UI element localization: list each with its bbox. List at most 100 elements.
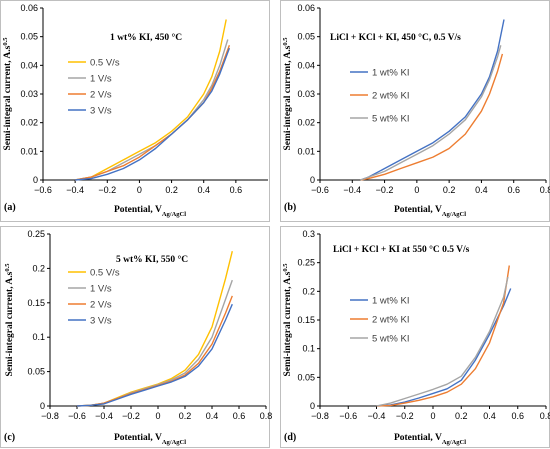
y-tick-label: 0 xyxy=(310,401,315,411)
panel-letter: (b) xyxy=(284,202,296,213)
y-tick-label: 0.05 xyxy=(27,367,45,377)
y-tick-label: 0.25 xyxy=(27,229,45,239)
y-tick-label: 0.06 xyxy=(20,3,38,13)
x-tick-label: 0.2 xyxy=(165,185,178,195)
y-tick-label: 0.03 xyxy=(20,89,38,99)
series-line-1 xyxy=(74,19,227,181)
x-tick-label: 0.2 xyxy=(455,411,468,421)
series-line-1 xyxy=(376,288,512,407)
panel-frame xyxy=(0,0,270,222)
panel-frame xyxy=(280,0,550,222)
x-tick-label: 0.2 xyxy=(443,185,456,195)
panel-letter: (d) xyxy=(284,432,296,443)
x-tick-label: −0.4 xyxy=(95,411,113,421)
y-tick-label: 0.15 xyxy=(297,315,315,325)
y-tick-label: 0.01 xyxy=(20,146,38,156)
y-tick-label: 0.05 xyxy=(20,32,38,42)
x-tick-label: 0.6 xyxy=(233,411,246,421)
y-tick-label: 0.1 xyxy=(32,332,45,342)
x-axis-title: Potential, VAg/AgCl xyxy=(394,205,466,218)
y-tick-label: 0.05 xyxy=(297,32,315,42)
x-tick-label: −0.6 xyxy=(34,185,52,195)
y-tick-label: 0.2 xyxy=(302,286,315,296)
series-line-4 xyxy=(75,47,231,181)
legend-label: 2 wt% KI xyxy=(372,315,410,326)
legend: 0.5 V/s 1 V/s 2 V/s 3 V/s xyxy=(68,268,120,327)
chart-panel-a: 0 0.01 0.02 0.03 0.04 0.05 0.06 −0.6 −0.4 −0.2 0 0.… xyxy=(0,0,270,222)
series-line-2 xyxy=(376,265,510,407)
legend-label: 3 V/s xyxy=(90,316,112,327)
x-tick-label: 0.2 xyxy=(179,411,192,421)
x-tick-label: 0 xyxy=(155,411,160,421)
y-tick-label: 0.2 xyxy=(32,263,45,273)
legend-label: 1 V/s xyxy=(90,284,112,295)
y-tick-label: 0.04 xyxy=(297,60,315,70)
series-line-3 xyxy=(74,45,231,181)
x-axis-title: Potential, VAg/AgCl xyxy=(394,433,466,446)
legend: 0.5 V/s 1 V/s 2 V/s 3 V/s xyxy=(68,58,120,117)
y-axis-title: Semi-integral current, A.s0.5 xyxy=(4,263,16,377)
legend-label: 2 V/s xyxy=(90,90,112,101)
x-tick-label: 0 xyxy=(430,411,435,421)
y-axis-title: Semi-integral current, A.s0.5 xyxy=(282,263,294,377)
legend-label: 1 wt% KI xyxy=(372,68,410,79)
series-line-4 xyxy=(76,303,233,407)
legend-label: 1 V/s xyxy=(90,74,112,85)
x-tick-label: 0.4 xyxy=(483,411,496,421)
legend-label: 1 wt% KI xyxy=(372,296,410,307)
x-tick-label: −0.6 xyxy=(311,185,329,195)
y-tick-label: 0.04 xyxy=(20,60,38,70)
legend: 1 wt% KI 2 wt% KI 5 wt% KI xyxy=(350,296,410,345)
x-tick-label: −0.2 xyxy=(396,411,414,421)
chart-panel-d: 0 0.05 0.1 0.15 0.2 0.25 0.3 −0.8 −0.6 −0.4 −0.2 0 0… xyxy=(280,226,550,448)
legend-label: 5 wt% KI xyxy=(372,334,410,345)
series-line-3 xyxy=(360,45,502,181)
panel-frame xyxy=(0,226,270,448)
panel-title: 5 wt% KI, 550 °C xyxy=(116,254,188,265)
y-tick-label: 0.25 xyxy=(297,258,315,268)
y-tick-label: 0.15 xyxy=(27,298,45,308)
legend-label: 0.5 V/s xyxy=(90,58,120,69)
x-tick-label: −0.2 xyxy=(98,185,116,195)
y-tick-label: 0.02 xyxy=(20,118,38,128)
x-axis-title: Potential, VAg/AgCl xyxy=(114,433,186,446)
series-line-3 xyxy=(376,276,509,407)
legend-label: 0.5 V/s xyxy=(90,268,120,279)
y-tick-label: 0 xyxy=(40,401,45,411)
x-tick-label: −0.8 xyxy=(311,411,329,421)
legend: 1 wt% KI 2 wt% KI 5 wt% KI xyxy=(350,68,410,125)
y-tick-label: 0.01 xyxy=(297,146,315,156)
series-line-2 xyxy=(360,53,504,181)
x-tick-label: 0.8 xyxy=(540,411,550,421)
x-tick-label: 0.4 xyxy=(475,185,488,195)
y-tick-label: 0.05 xyxy=(297,372,315,382)
chart-panel-c: 0 0.05 0.1 0.15 0.2 0.25 −0.8 −0.6 −0.4 −0.2 0 0.2 0… xyxy=(0,226,273,448)
panel-title: 1 wt% KI, 450 °C xyxy=(110,32,182,43)
y-axis-title: Semi-integral current, A.s0.5 xyxy=(2,37,14,151)
x-tick-label: 0.8 xyxy=(540,185,550,195)
x-tick-label: 0.6 xyxy=(507,185,520,195)
y-tick-label: 0.1 xyxy=(302,344,315,354)
x-tick-label: 0.4 xyxy=(197,185,210,195)
y-tick-label: 0.02 xyxy=(297,118,315,128)
y-tick-label: 0 xyxy=(310,175,315,185)
x-tick-label: 0.4 xyxy=(206,411,219,421)
x-tick-label: 0.6 xyxy=(230,185,243,195)
x-tick-label: −0.4 xyxy=(66,185,84,195)
x-tick-label: −0.4 xyxy=(343,185,361,195)
y-tick-label: 0.06 xyxy=(297,3,315,13)
legend-label: 2 V/s xyxy=(90,300,112,311)
panel-title: LiCl + KCl + KI at 550 °C 0.5 V/s xyxy=(333,244,470,255)
x-axis-title: Potential, VAg/AgCl xyxy=(114,205,186,218)
x-tick-label: 0.6 xyxy=(511,411,524,421)
panel-frame xyxy=(280,226,550,448)
y-tick-label: 0.03 xyxy=(297,89,315,99)
y-tick-label: 0 xyxy=(33,175,38,185)
legend-label: 2 wt% KI xyxy=(372,91,410,102)
series-line-1 xyxy=(360,19,505,181)
x-tick-label: 0 xyxy=(414,185,419,195)
y-axis-title: Semi-integral current, A.s0.5 xyxy=(282,37,294,151)
x-tick-label: −0.6 xyxy=(339,411,357,421)
x-tick-label: 0.8 xyxy=(260,411,273,421)
